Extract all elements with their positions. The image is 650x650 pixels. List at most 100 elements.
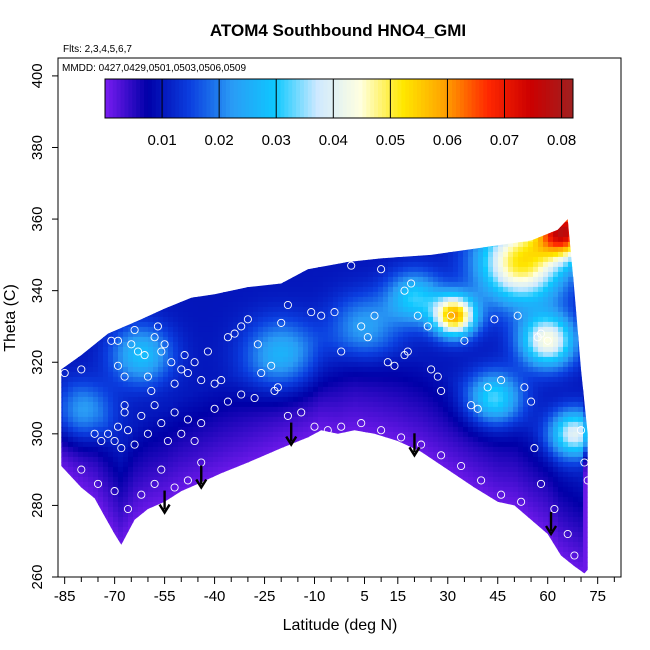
heatmap-cell — [348, 301, 354, 308]
heatmap-cell — [258, 296, 264, 303]
heatmap-cell — [138, 366, 144, 373]
heatmap-cell — [223, 301, 229, 308]
heatmap-cell — [378, 261, 384, 268]
heatmap-cell — [98, 341, 104, 348]
heatmap-cell — [303, 406, 309, 413]
heatmap-cell — [313, 271, 319, 278]
heatmap-cell — [218, 321, 224, 328]
heatmap-cell — [238, 451, 244, 458]
heatmap-cell — [208, 336, 214, 343]
heatmap-cell — [158, 481, 164, 488]
heatmap-cell — [373, 351, 379, 358]
heatmap-cell — [83, 366, 89, 373]
heatmap-cell — [133, 366, 139, 373]
heatmap-cell — [183, 386, 189, 393]
heatmap-cell — [153, 401, 159, 408]
heatmap-cell — [238, 446, 244, 453]
heatmap-cell — [278, 346, 284, 353]
heatmap-cell — [143, 471, 149, 478]
heatmap-cell — [128, 351, 134, 358]
heatmap-cell — [123, 336, 129, 343]
heatmap-cell — [348, 406, 354, 413]
heatmap-cell — [88, 351, 94, 358]
heatmap-cell — [388, 421, 394, 428]
heatmap-cell — [88, 471, 94, 478]
heatmap-cell — [218, 431, 224, 438]
heatmap-cell — [173, 411, 179, 418]
heatmap-cell — [308, 286, 314, 293]
heatmap-cell — [143, 441, 149, 448]
heatmap-cell — [163, 401, 169, 408]
heatmap-cell — [98, 386, 104, 393]
heatmap-cell — [143, 431, 149, 438]
heatmap-cell — [353, 341, 359, 348]
heatmap-cell — [278, 396, 284, 403]
heatmap-cell — [78, 376, 84, 383]
heatmap-cell — [83, 411, 89, 418]
heatmap-cell — [103, 486, 109, 493]
heatmap-cell — [98, 351, 104, 358]
heatmap-cell — [348, 296, 354, 303]
heatmap-cell — [198, 306, 204, 313]
heatmap-cell — [353, 326, 359, 333]
heatmap-cell — [378, 331, 384, 338]
heatmap-cell — [328, 286, 334, 293]
heatmap-cell — [253, 356, 259, 363]
heatmap-cell — [298, 311, 304, 318]
heatmap-cell — [323, 421, 329, 428]
heatmap-cell — [203, 401, 209, 408]
heatmap-cell — [178, 431, 184, 438]
heatmap-cell — [198, 341, 204, 348]
heatmap-cell — [188, 376, 194, 383]
heatmap-cell — [83, 476, 89, 483]
heatmap-cell — [98, 396, 104, 403]
heatmap-cell — [188, 341, 194, 348]
heatmap-cell — [143, 481, 149, 488]
heatmap-cell — [193, 351, 199, 358]
heatmap-cell — [98, 491, 104, 498]
heatmap-cell — [103, 361, 109, 368]
heatmap-cell — [318, 401, 324, 408]
heatmap-cell — [318, 346, 324, 353]
heatmap-cell — [148, 431, 154, 438]
heatmap-cell — [208, 396, 214, 403]
heatmap-cell — [128, 406, 134, 413]
heatmap-cell — [313, 356, 319, 363]
heatmap-cell — [188, 361, 194, 368]
heatmap-cell — [373, 286, 379, 293]
heatmap-cell — [63, 401, 69, 408]
heatmap-cell — [393, 376, 399, 383]
heatmap-cell — [393, 291, 399, 298]
heatmap-cell — [228, 316, 234, 323]
heatmap-cell — [393, 321, 399, 328]
heatmap-cell — [378, 381, 384, 388]
heatmap-cell — [213, 366, 219, 373]
heatmap-cell — [318, 286, 324, 293]
heatmap-cell — [323, 341, 329, 348]
heatmap-cell — [163, 441, 169, 448]
heatmap-cell — [193, 381, 199, 388]
heatmap-cell — [308, 361, 314, 368]
heatmap-cell — [348, 401, 354, 408]
heatmap-cell — [358, 291, 364, 298]
heatmap-cell — [128, 491, 134, 498]
heatmap-cell — [228, 391, 234, 398]
heatmap-cell — [303, 401, 309, 408]
heatmap-cell — [108, 451, 114, 458]
heatmap-cell — [188, 426, 194, 433]
heatmap-cell — [248, 401, 254, 408]
heatmap-cell — [113, 526, 119, 533]
heatmap-cell — [148, 376, 154, 383]
heatmap-cell — [328, 296, 334, 303]
heatmap-cell — [233, 356, 239, 363]
heatmap-cell — [238, 461, 244, 468]
heatmap-cell — [223, 361, 229, 368]
heatmap-cell — [353, 371, 359, 378]
heatmap-cell — [108, 501, 114, 508]
heatmap-cell — [203, 426, 209, 433]
heatmap-cell — [258, 436, 264, 443]
heatmap-cell — [178, 416, 184, 423]
heatmap-cell — [193, 416, 199, 423]
heatmap-cell — [393, 386, 399, 393]
heatmap-cell — [148, 381, 154, 388]
